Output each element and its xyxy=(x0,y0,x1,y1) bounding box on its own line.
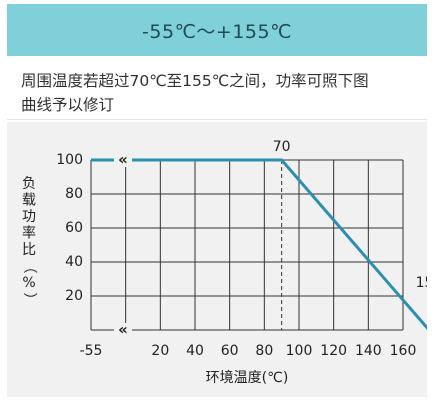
axis-break-bg xyxy=(114,153,132,167)
x-tick-label: 60 xyxy=(221,343,239,359)
x-tick-label: 80 xyxy=(255,343,273,359)
x-tick-label: 20 xyxy=(151,343,169,359)
y-axis-label-char: % xyxy=(22,275,35,291)
y-axis-label-char: 功 xyxy=(22,209,36,225)
temperature-range-title: -55℃～+155℃ xyxy=(142,20,292,43)
x-tick-label: 100 xyxy=(286,343,313,359)
y-tick-label: 60 xyxy=(65,220,83,236)
derating-note: 周围温度若超过70℃至155℃之间，功率可照下图 曲线予以修订 xyxy=(7,60,427,120)
derating-note-line-2: 曲线予以修订 xyxy=(21,96,115,114)
axis-break-marker: « xyxy=(118,321,128,339)
temperature-range-header: -55℃～+155℃ xyxy=(7,4,427,56)
y-tick-label: 20 xyxy=(65,288,83,304)
series-line xyxy=(91,158,431,331)
y-axis-label-char: 负 xyxy=(22,176,36,192)
derating-note-line-1: 周围温度若超过70℃至155℃之间，功率可照下图 xyxy=(21,72,369,90)
x-tick-label: 120 xyxy=(320,343,347,359)
annotation-label: 70 xyxy=(273,139,291,155)
x-tick-label: -55 xyxy=(80,343,103,359)
y-axis-label-char: 比 xyxy=(22,242,36,258)
y-axis-label-char: ） xyxy=(21,293,37,307)
axis-break-marker: « xyxy=(118,151,128,169)
x-tick-label: 40 xyxy=(186,343,204,359)
annotation-label: 155 xyxy=(416,275,427,291)
y-tick-label: 100 xyxy=(56,152,83,168)
y-tick-label: 40 xyxy=(65,254,83,270)
x-tick-label: 140 xyxy=(355,343,382,359)
derating-chart: -55 20 40 60 80 100 120 140 160 100 80 60 40 20 环境温度(℃… xyxy=(21,139,434,386)
y-axis-label-char: 率 xyxy=(22,225,36,242)
x-axis-label: 环境温度(℃) xyxy=(206,370,289,386)
y-tick-label: 80 xyxy=(65,186,83,202)
chart-panel: -55 20 40 60 80 100 120 140 160 100 80 60 40 20 环境温度(℃… xyxy=(7,122,434,397)
y-axis-label-char: 载 xyxy=(22,193,36,209)
x-tick-label: 160 xyxy=(390,343,417,359)
axis-break-bg xyxy=(114,323,132,337)
y-axis-label-char: （ xyxy=(21,260,37,274)
